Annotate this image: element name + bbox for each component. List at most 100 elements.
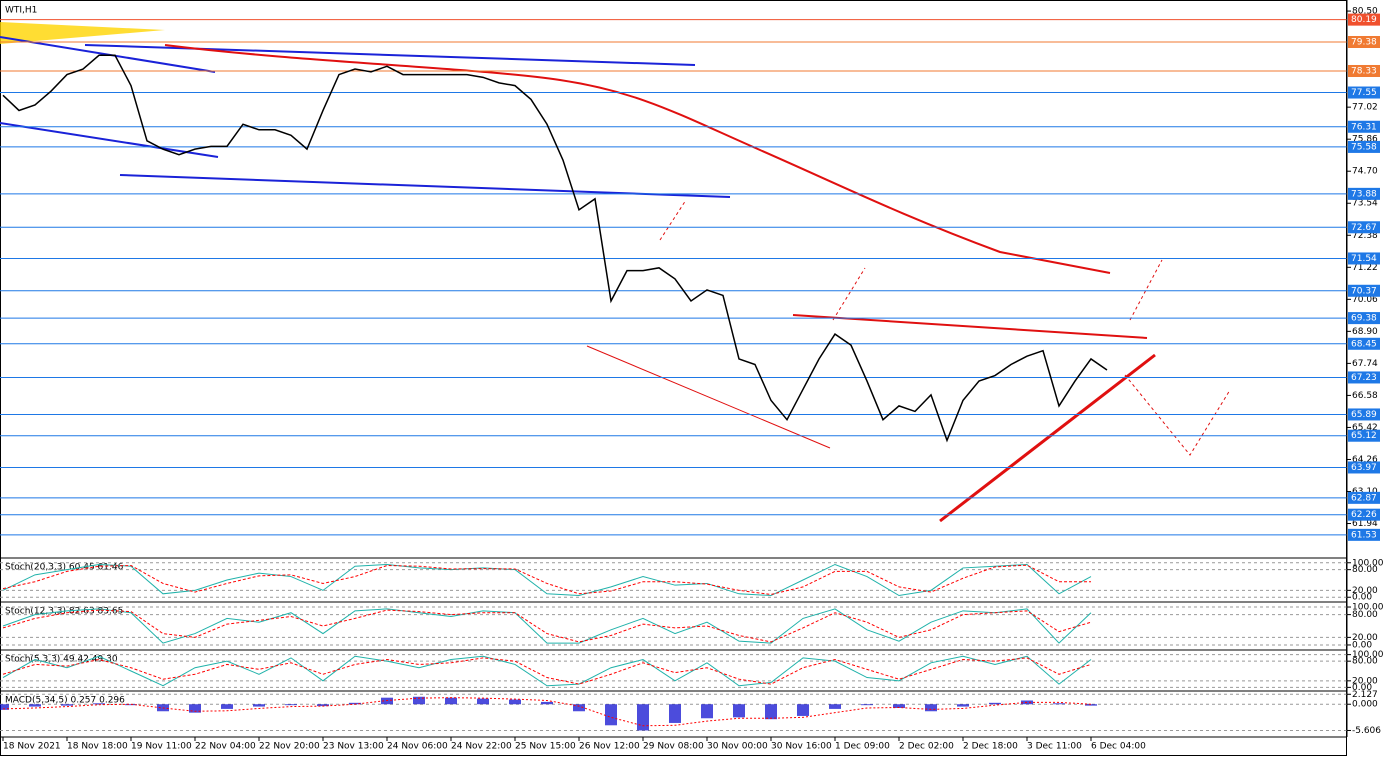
trend-line — [586, 345, 831, 449]
x-tick-label: 2 Dec 02:00 — [899, 742, 954, 752]
y-tick-label: 80.00 — [1352, 565, 1378, 575]
projection-arrow — [1129, 259, 1163, 321]
y-tick-label: 0.000 — [1352, 700, 1378, 710]
level-label: 65.12 — [1351, 431, 1377, 441]
level-label: 79.38 — [1351, 37, 1377, 47]
x-tick-label: 3 Dec 11:00 — [1027, 742, 1082, 752]
x-tick-label: 30 Nov 16:00 — [771, 742, 832, 752]
level-label-box — [1348, 491, 1380, 504]
x-tick-label: 24 Nov 06:00 — [387, 742, 448, 752]
level-label-box — [1348, 461, 1380, 474]
level-label-box — [1348, 408, 1380, 421]
level-label: 63.97 — [1351, 463, 1377, 473]
trend-line — [939, 353, 1156, 523]
macd-bar — [541, 701, 553, 705]
x-tick-label: 24 Nov 22:00 — [451, 742, 512, 752]
y-tick-label: 0.00 — [1352, 683, 1372, 693]
y-tick-label: 65.42 — [1352, 423, 1378, 433]
y-tick-label: 75.86 — [1352, 135, 1378, 145]
x-tick-label: 1 Dec 09:00 — [835, 742, 890, 752]
macd-bar — [221, 704, 233, 709]
level-label-box — [1348, 528, 1380, 541]
level-label: 78.33 — [1351, 66, 1377, 76]
y-tick-label: 80.00 — [1352, 610, 1378, 620]
y-tick-label: 100.00 — [1352, 603, 1384, 613]
level-label: 71.54 — [1351, 254, 1377, 264]
level-label: 77.55 — [1351, 88, 1377, 98]
y-tick-label: 20.00 — [1352, 676, 1378, 686]
level-label-box — [1348, 86, 1380, 99]
oscillator-line — [2, 655, 1092, 687]
macd-bar — [637, 704, 649, 731]
level-label: 62.87 — [1351, 493, 1377, 503]
macd-bar — [861, 704, 873, 706]
macd-bar — [317, 704, 329, 707]
y-tick-label: 20.00 — [1352, 633, 1378, 643]
macd-bar — [765, 704, 777, 720]
level-label-box — [1348, 429, 1380, 442]
level-label: 80.19 — [1351, 15, 1377, 25]
channel-line — [0, 36, 216, 73]
macd-bar — [509, 699, 521, 705]
x-tick-label: 2 Dec 18:00 — [963, 742, 1018, 752]
level-label-box — [1348, 371, 1380, 384]
macd-bar — [797, 704, 809, 716]
macd-bar — [189, 704, 201, 713]
fan — [0, 22, 165, 44]
y-tick-label: 100.00 — [1352, 558, 1384, 568]
x-tick-label: 29 Nov 08:00 — [643, 742, 704, 752]
level-label: 67.23 — [1351, 373, 1377, 383]
y-tick-label: 0.00 — [1352, 640, 1372, 650]
macd-bar — [733, 704, 745, 718]
level-label-box — [1348, 508, 1380, 521]
channel-line — [0, 122, 219, 158]
macd-bar — [1085, 704, 1097, 706]
indicator-title: Stoch(5,3,3) 49.42 49.30 — [5, 655, 118, 665]
level-label: 70.37 — [1351, 286, 1377, 296]
level-label-box — [1348, 35, 1380, 48]
x-tick-label: 18 Nov 18:00 — [67, 742, 128, 752]
level-label-box — [1348, 337, 1380, 350]
x-tick-label: 18 Nov 2021 — [3, 742, 61, 752]
level-label: 62.26 — [1351, 510, 1377, 520]
projection-arrow — [659, 199, 687, 241]
y-tick-label: 61.94 — [1352, 519, 1378, 529]
chart-title: WTI,H1 — [5, 6, 37, 16]
y-tick-label: 64.26 — [1352, 455, 1378, 465]
drawings — [0, 22, 1231, 523]
y-tick-label: 80.50 — [1352, 7, 1378, 17]
macd-bar — [605, 704, 617, 726]
x-tick-label: 23 Nov 13:00 — [323, 742, 384, 752]
macd-bar — [0, 704, 9, 710]
macd-bar — [1053, 703, 1065, 705]
y-tick-label: 74.70 — [1352, 167, 1378, 177]
level-label: 72.67 — [1351, 223, 1377, 233]
level-label-box — [1348, 312, 1380, 325]
y-tick-label: 70.06 — [1352, 295, 1378, 305]
macd-signal — [2, 697, 1092, 727]
trend-line — [119, 174, 731, 198]
level-label: 68.45 — [1351, 339, 1377, 349]
macd-bar — [413, 696, 425, 705]
y-tick-label: 73.54 — [1352, 199, 1378, 209]
level-label-box — [1348, 252, 1380, 265]
macd-bar — [477, 698, 489, 705]
level-label: 73.88 — [1351, 189, 1377, 199]
macd-bar — [349, 702, 361, 705]
level-label: 76.31 — [1351, 122, 1377, 132]
y-tick-label: 68.90 — [1352, 327, 1378, 337]
y-tick-label: 0.00 — [1352, 593, 1372, 603]
y-tick-label: 20.00 — [1352, 586, 1378, 596]
y-tick-label: -5.606 — [1352, 726, 1381, 736]
macd-bar — [701, 704, 713, 719]
trend-line — [792, 314, 1148, 339]
x-tick-label: 26 Nov 12:00 — [579, 742, 640, 752]
macd-bar — [285, 704, 297, 706]
oscillator-line — [2, 563, 1092, 597]
macd-bar — [925, 704, 937, 712]
y-tick-label: 67.74 — [1352, 359, 1378, 369]
x-tick-label: 6 Dec 04:00 — [1091, 742, 1146, 752]
level-label: 69.38 — [1351, 314, 1377, 324]
